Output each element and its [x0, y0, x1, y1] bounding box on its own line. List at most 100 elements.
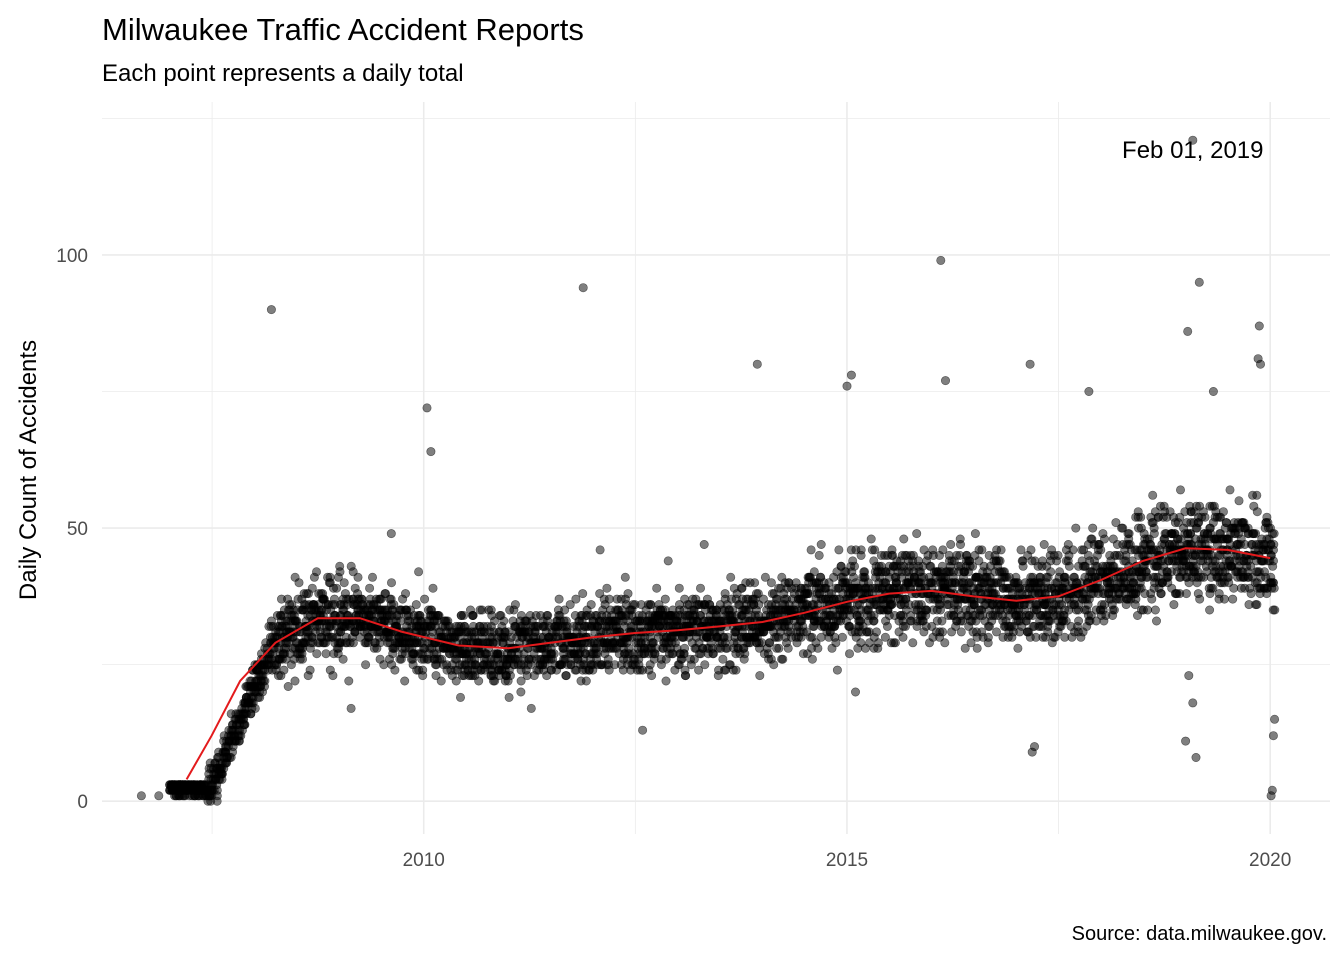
data-point: [1026, 545, 1036, 555]
data-point: [1188, 698, 1198, 708]
data-point: [311, 567, 321, 577]
data-point: [1030, 742, 1040, 752]
data-point: [970, 529, 980, 539]
data-point: [871, 627, 881, 637]
data-point: [1152, 616, 1162, 626]
data-point: [422, 403, 432, 413]
data-point: [549, 649, 559, 659]
data-point: [783, 643, 793, 653]
data-point: [890, 638, 900, 648]
data-point: [769, 660, 779, 670]
data-point: [647, 671, 657, 681]
data-point: [516, 687, 526, 697]
data-point: [663, 556, 673, 566]
data-point: [731, 665, 741, 675]
data-point: [578, 283, 588, 293]
data-point: [834, 545, 844, 555]
data-point: [1195, 594, 1205, 604]
data-point: [1269, 556, 1279, 566]
data-point: [936, 255, 946, 265]
data-point: [1252, 600, 1262, 610]
data-point: [844, 649, 854, 659]
data-point: [856, 545, 866, 555]
data-point: [1176, 485, 1186, 495]
data-point: [586, 600, 596, 610]
data-point: [604, 594, 614, 604]
data-point: [1183, 326, 1193, 336]
data-point: [1053, 550, 1063, 560]
data-point: [505, 671, 515, 681]
data-point: [1149, 529, 1159, 539]
data-point: [1016, 545, 1026, 555]
grid-layer: [102, 102, 1330, 834]
data-point: [328, 671, 338, 681]
data-point: [938, 627, 948, 637]
data-point: [1269, 539, 1279, 549]
data-point: [850, 687, 860, 697]
data-point: [426, 447, 436, 457]
data-point: [332, 583, 342, 593]
data-point: [1018, 561, 1028, 571]
chart-title: Milwaukee Traffic Accident Reports: [102, 12, 584, 47]
data-point: [136, 791, 146, 801]
data-point: [816, 539, 826, 549]
data-point: [1228, 594, 1238, 604]
data-point: [1156, 589, 1166, 599]
data-point: [813, 643, 823, 653]
data-point: [455, 692, 465, 702]
data-point: [240, 720, 250, 730]
data-point: [700, 660, 710, 670]
data-point: [602, 583, 612, 593]
data-point: [1194, 277, 1204, 287]
data-point: [995, 556, 1005, 566]
y-tick-label: 0: [77, 792, 88, 813]
x-tick-label: 2015: [826, 850, 868, 871]
data-point: [1270, 605, 1280, 615]
data-point: [849, 561, 859, 571]
source-caption: Source: data.milwaukee.gov.: [1071, 923, 1327, 945]
data-point: [1060, 572, 1070, 582]
data-point: [259, 681, 269, 691]
data-point: [806, 545, 816, 555]
data-point: [882, 621, 892, 631]
data-point: [1169, 600, 1179, 610]
data-point: [1269, 529, 1279, 539]
data-point: [899, 534, 909, 544]
data-point: [1234, 496, 1244, 506]
data-point: [325, 572, 335, 582]
data-point: [1025, 359, 1035, 369]
data-point: [510, 600, 520, 610]
data-point: [468, 610, 478, 620]
data-point: [154, 791, 164, 801]
data-point: [571, 594, 581, 604]
data-point: [1096, 545, 1106, 555]
data-point: [307, 583, 317, 593]
data-point: [940, 376, 950, 386]
data-point: [956, 627, 966, 637]
data-point: [1267, 785, 1277, 795]
data-point: [400, 676, 410, 686]
data-point: [1256, 359, 1266, 369]
data-point: [660, 594, 670, 604]
data-point: [866, 534, 876, 544]
data-point: [869, 616, 879, 626]
data-point: [561, 671, 571, 681]
y-tick-label: 100: [56, 246, 88, 267]
data-point: [436, 676, 446, 686]
data-point: [1136, 512, 1146, 522]
data-point: [755, 671, 765, 681]
data-point: [290, 676, 300, 686]
data-point: [778, 654, 788, 664]
data-point: [411, 600, 421, 610]
points-layer: [136, 135, 1280, 806]
data-point: [418, 671, 428, 681]
data-point: [1270, 714, 1280, 724]
data-point: [1184, 671, 1194, 681]
data-point: [940, 638, 950, 648]
data-point: [1100, 534, 1110, 544]
data-point: [804, 589, 814, 599]
data-point: [353, 572, 363, 582]
data-point: [1219, 594, 1229, 604]
chart-subtitle: Each point represents a daily total: [102, 60, 464, 87]
